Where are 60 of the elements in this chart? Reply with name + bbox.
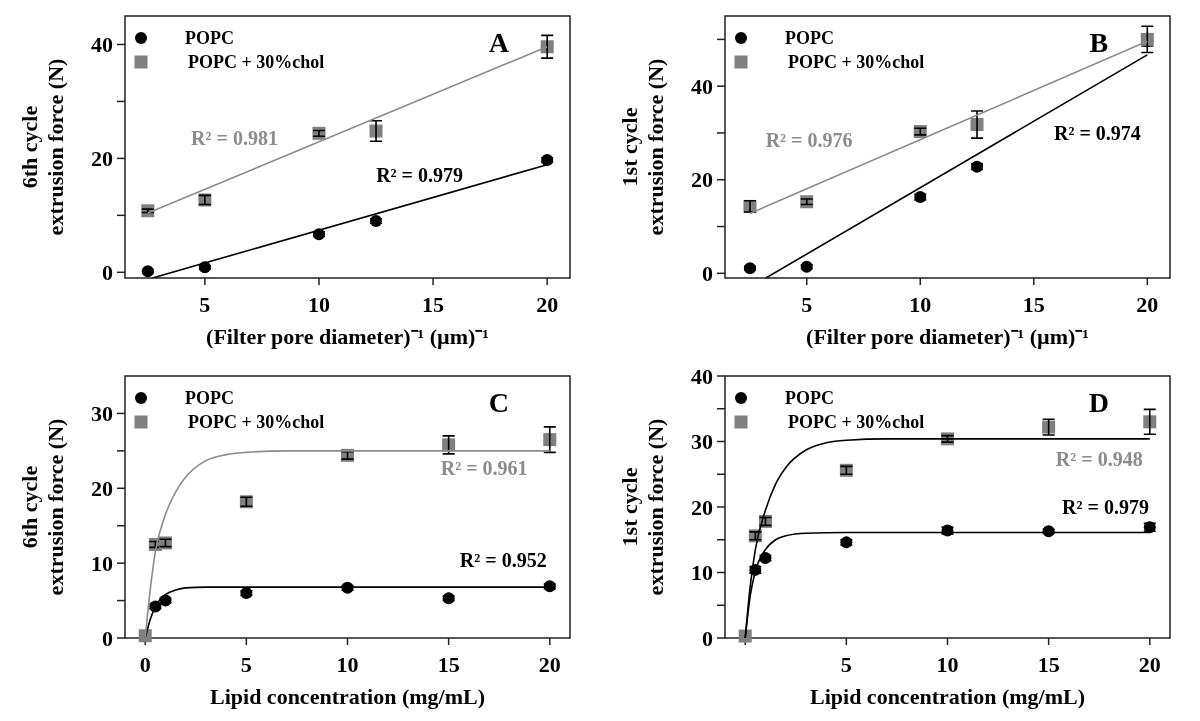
x-tick-label: 5 bbox=[840, 652, 852, 677]
x-axis-title: Lipid concentration (mg/mL) bbox=[810, 684, 1085, 709]
x-tick-label: 20 bbox=[1138, 652, 1161, 677]
y-tick-label: 40 bbox=[691, 73, 713, 99]
y-axis-title: 6th cycle extrusion force (N) bbox=[17, 418, 68, 596]
x-tick-label: 5 bbox=[240, 652, 252, 677]
x-tick-label: 20 bbox=[536, 292, 559, 317]
legend-label: POPC + 30%chol bbox=[188, 52, 325, 73]
annotation: R² = 0.981 bbox=[191, 126, 278, 149]
annotation: R² = 0.961 bbox=[440, 456, 528, 479]
x-tick-label: 10 bbox=[307, 292, 330, 317]
annotation: A bbox=[488, 27, 510, 58]
y-tick-label: 0 bbox=[102, 625, 113, 651]
legend-label: POPC bbox=[185, 28, 234, 49]
y-tick-label: 20 bbox=[91, 475, 113, 501]
x-tick-label: 10 bbox=[336, 652, 359, 677]
y-tick-label: 20 bbox=[91, 146, 113, 172]
legend-label: POPC bbox=[785, 388, 834, 409]
x-tick-label: 5 bbox=[801, 292, 813, 317]
annotation: R² = 0.952 bbox=[459, 549, 547, 572]
legend-label: POPC bbox=[185, 388, 234, 409]
y-tick-label: 10 bbox=[691, 560, 713, 586]
annotation: R² = 0.976 bbox=[765, 128, 853, 151]
annotation: R² = 0.979 bbox=[376, 164, 464, 187]
y-tick-label: 0 bbox=[102, 260, 113, 285]
legend-label: POPC + 30%chol bbox=[788, 52, 925, 73]
y-tick-label: 30 bbox=[91, 401, 113, 427]
y-tick-label: 40 bbox=[91, 32, 113, 58]
x-tick-label: 0 bbox=[139, 652, 151, 677]
x-tick-label: 5 bbox=[199, 292, 211, 317]
annotation: C bbox=[488, 387, 509, 418]
y-tick-label: 20 bbox=[691, 494, 713, 520]
x-axis-title: Lipid concentration (mg/mL) bbox=[210, 684, 485, 709]
x-tick-label: 10 bbox=[936, 652, 959, 677]
y-axis-title: 6th cycle extrusion force (N) bbox=[17, 58, 68, 236]
x-tick-label: 15 bbox=[437, 652, 460, 677]
x-tick-label: 15 bbox=[422, 292, 445, 317]
legend-label: POPC + 30%chol bbox=[188, 412, 325, 433]
x-axis-title: (Filter pore diameter)⁻¹ (µm)⁻¹ bbox=[806, 324, 1089, 349]
y-tick-label: 0 bbox=[702, 261, 713, 287]
annotation: B bbox=[1089, 27, 1109, 58]
x-tick-label: 20 bbox=[1136, 292, 1159, 317]
annotation: D bbox=[1088, 387, 1109, 418]
y-tick-label: 20 bbox=[691, 167, 713, 193]
legend-label: POPC bbox=[785, 28, 834, 49]
x-tick-label: 15 bbox=[1037, 652, 1060, 677]
annotation: R² = 0.979 bbox=[1062, 496, 1149, 518]
y-tick-label: 40 bbox=[691, 363, 713, 389]
annotation: R² = 0.948 bbox=[1055, 448, 1143, 471]
y-tick-label: 0 bbox=[702, 625, 713, 651]
x-tick-label: 15 bbox=[1022, 292, 1045, 317]
y-tick-label: 10 bbox=[91, 550, 113, 576]
legend-label: POPC + 30%chol bbox=[788, 412, 925, 433]
annotation: R² = 0.974 bbox=[1054, 121, 1141, 144]
x-axis-title: (Filter pore diameter)⁻¹ (µm)⁻¹ bbox=[206, 324, 489, 349]
y-tick-label: 30 bbox=[691, 429, 713, 455]
x-tick-label: 10 bbox=[909, 292, 932, 317]
x-tick-label: 20 bbox=[538, 652, 561, 677]
y-axis-title: 1st cycle extrusion force (N) bbox=[617, 418, 668, 596]
y-axis-title: 1st cycle extrusion force (N) bbox=[617, 58, 668, 236]
